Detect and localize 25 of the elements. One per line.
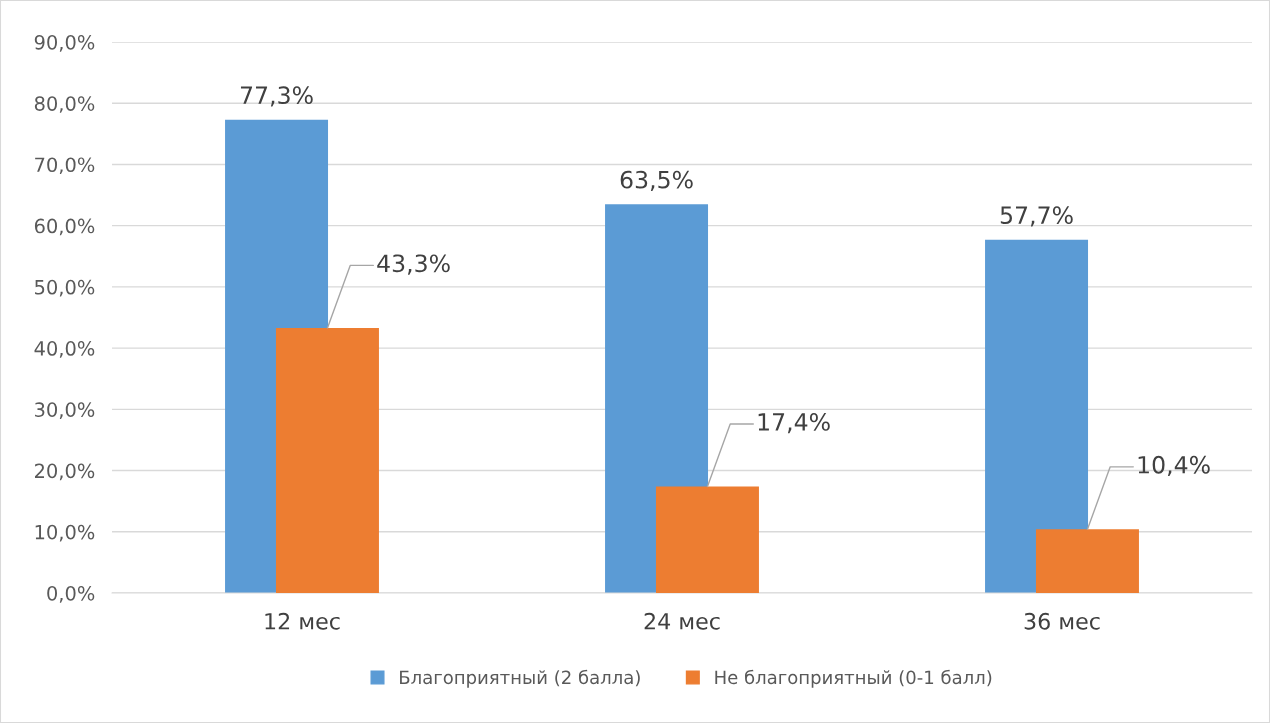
y-tick-label: 90,0% xyxy=(34,34,95,52)
y-tick-label: 10,0% xyxy=(35,524,95,542)
y-tick-label: 20,0% xyxy=(34,463,95,481)
y-tick-label: 60,0% xyxy=(34,218,95,236)
y-tick-label: 0,0% xyxy=(47,585,95,603)
x-tick-label: 24 мес xyxy=(644,612,720,630)
data-label: 63,5% xyxy=(620,170,693,191)
y-tick-label: 40,0% xyxy=(34,341,95,358)
data-label: 57,7% xyxy=(1000,206,1073,227)
data-label: 10,4% xyxy=(1138,455,1210,477)
data-label: 17,4% xyxy=(758,412,830,434)
x-tick-label: 12 мес xyxy=(265,612,340,630)
bar xyxy=(985,239,1089,593)
bar xyxy=(1035,529,1139,593)
y-tick-label: 30,0% xyxy=(35,402,95,419)
legend-label: Не благоприятный (0-1 балл) xyxy=(715,669,992,688)
y-tick-label: 50,0% xyxy=(35,279,95,297)
bar xyxy=(655,486,759,593)
legend-label: Благоприятный (2 балла) xyxy=(400,669,640,688)
data-label: 77,3% xyxy=(240,86,313,107)
y-tick-label: 70,0% xyxy=(35,157,95,175)
y-tick-label: 80,0% xyxy=(34,96,95,113)
x-tick-label: 36 мес xyxy=(1024,612,1100,630)
bar xyxy=(275,327,379,593)
data-label: 43,3% xyxy=(377,254,450,275)
